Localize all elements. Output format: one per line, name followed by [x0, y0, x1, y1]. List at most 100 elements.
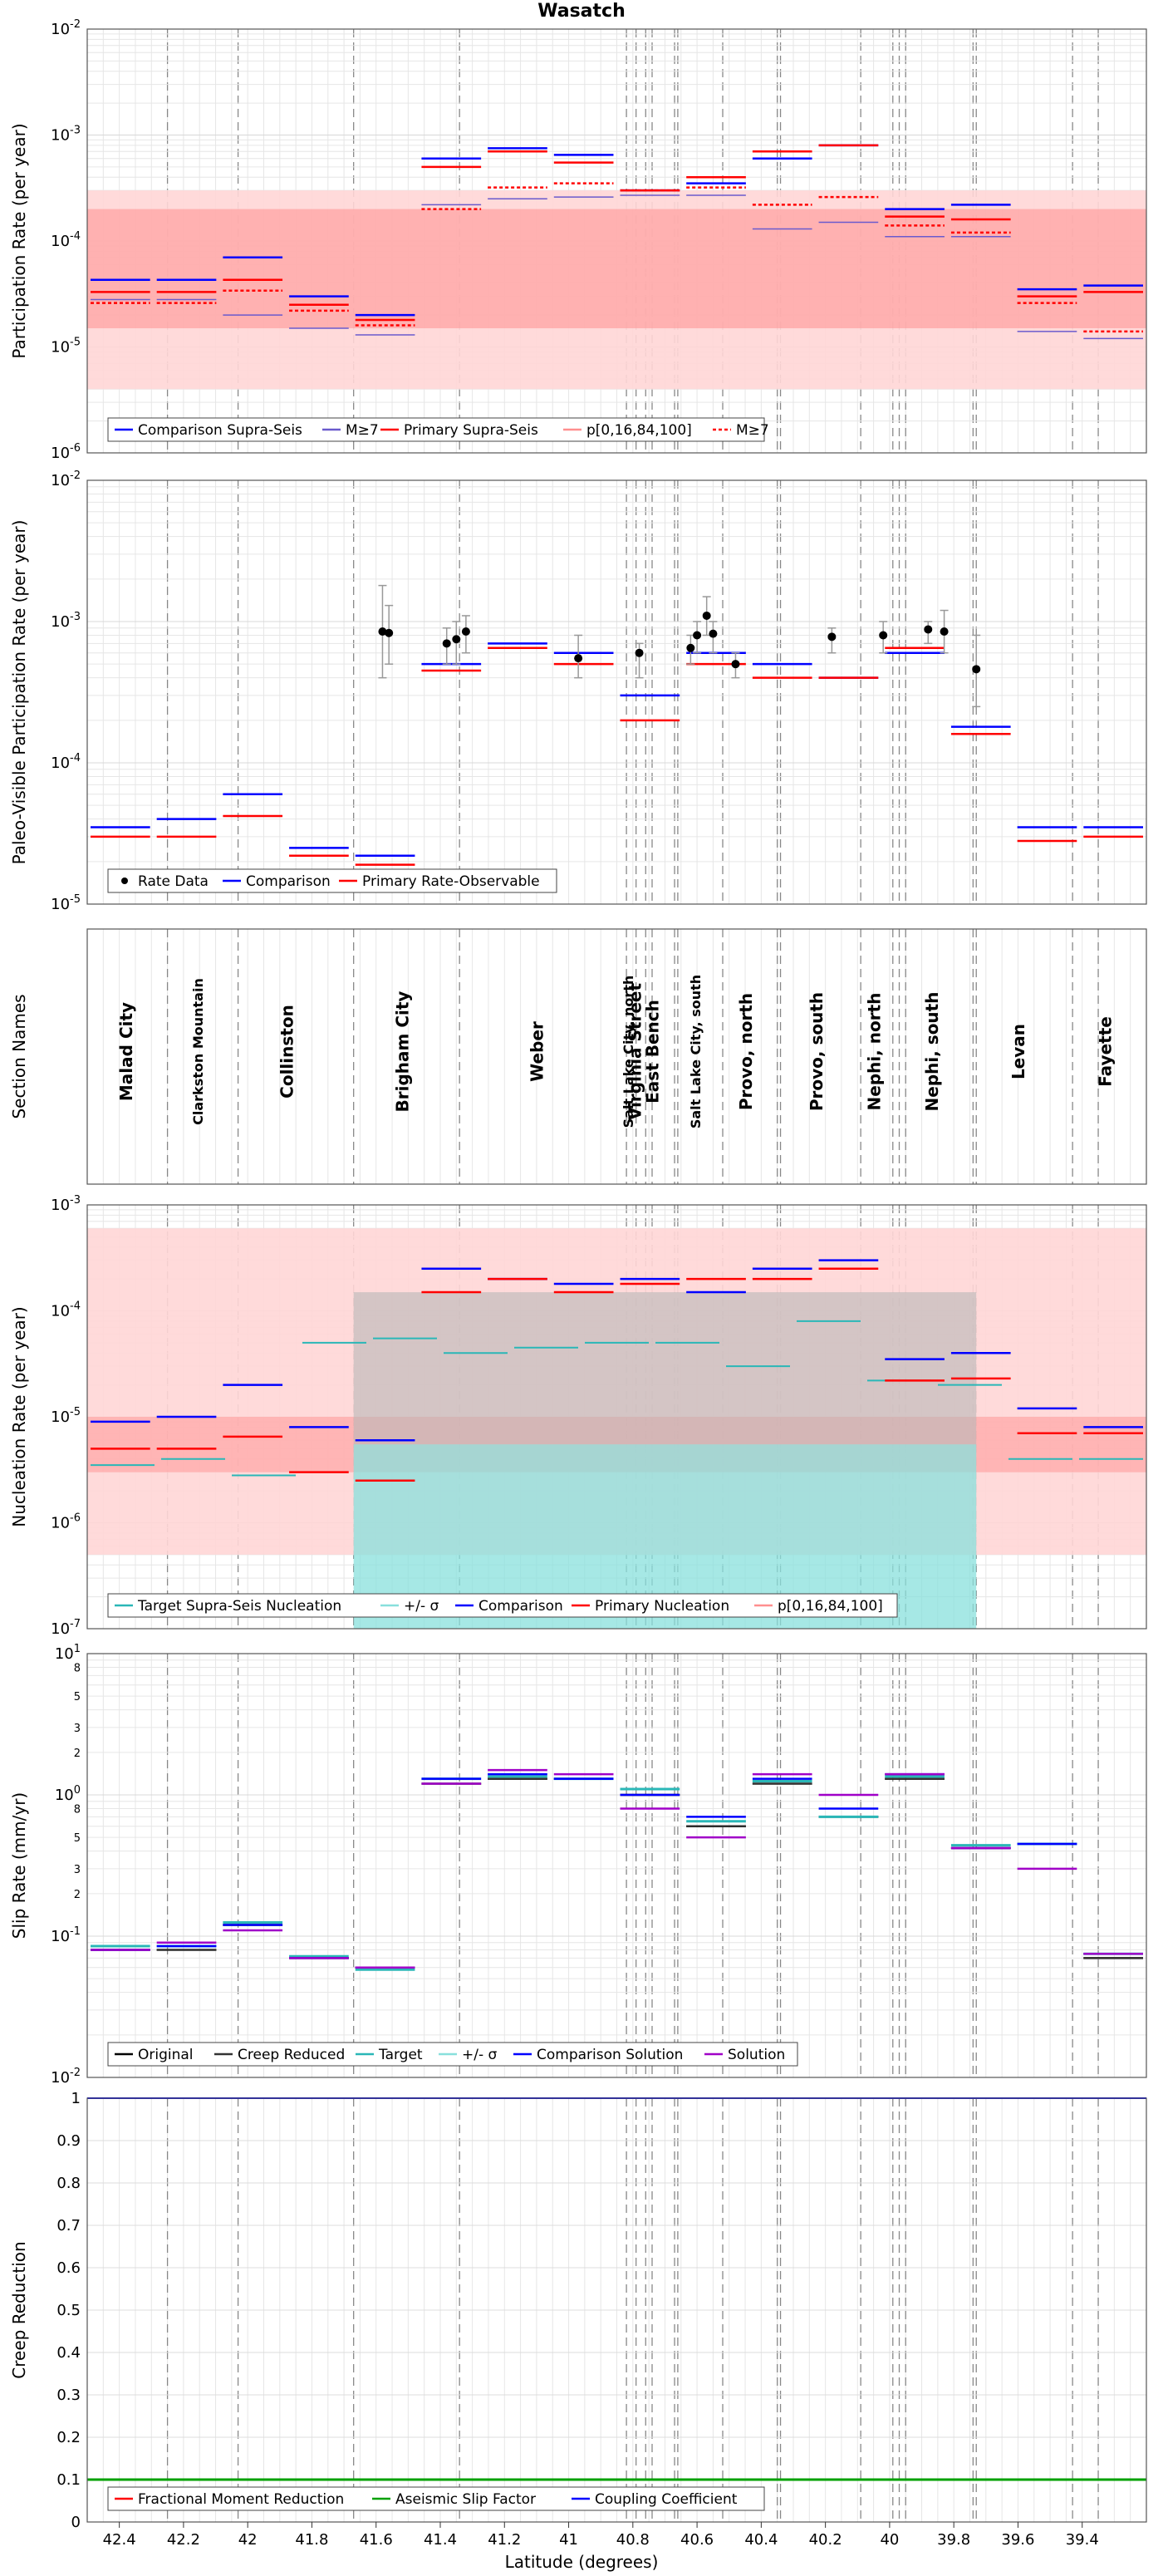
section-name-label: Clarkston Mountain — [190, 978, 206, 1125]
overlap-band — [353, 1292, 977, 1445]
x-tick-label: 39.4 — [1066, 2531, 1099, 2549]
legend-label: Rate Data — [138, 873, 209, 890]
y-tick-label: 0.9 — [56, 2132, 81, 2150]
panel-paleo: Paleo-Visible Participation Rate (per ye… — [9, 469, 1147, 913]
panel-creep: Creep Reduction 0 0.1 0.2 0.3 0.4 0.5 0.6 0.7 0.8… — [9, 2090, 1147, 2531]
legend-label: Primary Nucleation — [595, 1598, 729, 1615]
x-tick-label: 42 — [238, 2531, 258, 2549]
x-tick-label: 40.8 — [616, 2531, 650, 2549]
x-tick-label: 41 — [559, 2531, 578, 2549]
legend-label: Solution — [728, 2047, 785, 2063]
legend-label: +/- σ — [404, 1598, 439, 1615]
section-name-label: Provo, south — [807, 992, 827, 1111]
legend-box — [107, 417, 765, 442]
x-tick-label: 39.6 — [1001, 2531, 1034, 2549]
y-minor-tick-label: 3 — [74, 1723, 81, 1735]
section-name-label: Virginia Street — [625, 983, 645, 1121]
y-tick-label: 10-5 — [51, 893, 81, 913]
section-name-label: Nephi, north — [864, 993, 884, 1111]
y-tick-label: 0 — [71, 2514, 81, 2531]
panel-sections: Section Names Malad City Clarkston Mountai… — [9, 928, 1147, 1185]
y-tick-label: 10-2 — [51, 469, 81, 489]
section-name-label: Brigham City — [392, 991, 412, 1113]
y-axis-label: Creep Reduction — [9, 2241, 29, 2378]
rate-data-point — [378, 627, 387, 636]
rate-data-point — [461, 627, 470, 636]
y-tick-label: 0.4 — [56, 2344, 81, 2362]
rate-data-point — [635, 648, 644, 657]
legend-label: Original — [138, 2047, 194, 2063]
panel-nucleation: Nucleation Rate (per year) 10-7 10-6 10-5 10… — [9, 1194, 1147, 1638]
y-tick-label: 10-5 — [51, 1406, 81, 1426]
y-tick-label: 10-2 — [51, 18, 81, 38]
y-minor-tick-label: 3 — [74, 1864, 81, 1876]
section-name-label: Nephi, south — [922, 992, 942, 1112]
percentile-band-inner — [87, 209, 1146, 329]
y-tick-label: 10-6 — [51, 442, 81, 462]
legend-label: Fractional Moment Reduction — [138, 2491, 344, 2508]
y-axis-label: Paleo-Visible Participation Rate (per ye… — [9, 520, 29, 865]
rate-data-point — [879, 631, 888, 640]
legend-label: Comparison — [478, 1598, 563, 1615]
y-tick-label: 0.2 — [56, 2429, 81, 2446]
plot-border — [86, 928, 1147, 1185]
legend-label: Target — [378, 2047, 423, 2063]
legend-label: +/- σ — [462, 2047, 498, 2063]
y-minor-tick-label: 5 — [74, 1691, 81, 1703]
y-tick-label: 10-5 — [51, 337, 81, 356]
y-minor-tick-label: 5 — [74, 1832, 81, 1845]
legend-label: M≥7 — [346, 422, 379, 439]
rate-data-point — [686, 643, 695, 652]
y-tick-label: 10-3 — [51, 611, 81, 631]
y-minor-tick-label: 2 — [74, 1889, 81, 1901]
rate-data-point — [442, 639, 451, 648]
legend-label: Coupling Coefficient — [595, 2491, 738, 2508]
legend-label: Creep Reduced — [238, 2047, 345, 2063]
plot-border — [86, 2097, 1147, 2523]
rate-data-point — [693, 631, 702, 640]
plot-border — [86, 28, 1147, 454]
x-tick-label: 41.6 — [360, 2531, 393, 2549]
x-tick-label: 42.4 — [103, 2531, 136, 2549]
rate-data-point — [972, 665, 981, 674]
legend-label: p[0,16,84,100] — [778, 1598, 883, 1615]
y-tick-label: 101 — [55, 1643, 81, 1663]
rate-data-point — [385, 628, 394, 637]
x-tick-label: 40.4 — [744, 2531, 778, 2549]
x-tick-label: 42.2 — [167, 2531, 200, 2549]
rate-data-point — [827, 632, 837, 642]
plot-border — [86, 1653, 1147, 2078]
section-name-label: Collinston — [277, 1005, 297, 1099]
legend-label: Aseismic Slip Factor — [395, 2491, 536, 2508]
plot-border — [86, 479, 1147, 905]
legend-marker — [121, 878, 128, 884]
y-tick-label: 0.1 — [56, 2471, 81, 2489]
y-tick-label: 0.3 — [56, 2387, 81, 2404]
y-tick-label: 0.5 — [56, 2302, 81, 2319]
y-tick-label: 10-3 — [51, 1194, 81, 1214]
y-tick-label: 0.7 — [56, 2217, 81, 2234]
x-tick-label: 41.8 — [295, 2531, 328, 2549]
panel-slip: Slip Rate (mm/yr) 10-2 10-1 100 101 2 3 5 8 2 3 5 8 O… — [9, 1643, 1147, 2087]
section-name-label: Fayette — [1096, 1016, 1116, 1087]
legend-label: Comparison Solution — [537, 2047, 683, 2063]
y-axis-label: Nucleation Rate (per year) — [9, 1306, 29, 1526]
section-name-label: Salt Lake City, north — [621, 976, 636, 1128]
plots-layer: Participation Rate (per year) 10-6 10-5 10-… — [9, 18, 1147, 2549]
section-name-label: Provo, north — [736, 993, 756, 1110]
x-tick-label: 41.2 — [488, 2531, 521, 2549]
y-tick-label: 10-4 — [51, 752, 81, 772]
legend-box — [107, 868, 557, 893]
y-tick-label: 0.6 — [56, 2259, 81, 2277]
section-name-label: Levan — [1008, 1024, 1028, 1079]
legend-label: Primary Rate-Observable — [362, 873, 540, 890]
y-tick-label: 100 — [55, 1784, 81, 1804]
x-tick-label: 40.6 — [680, 2531, 714, 2549]
section-name-label: Salt Lake City, south — [688, 975, 704, 1128]
rate-data-point — [940, 627, 949, 636]
legend-label: Comparison — [246, 873, 331, 890]
rate-data-point — [731, 660, 740, 669]
rate-data-point — [452, 635, 461, 644]
legend-box — [107, 2486, 765, 2511]
